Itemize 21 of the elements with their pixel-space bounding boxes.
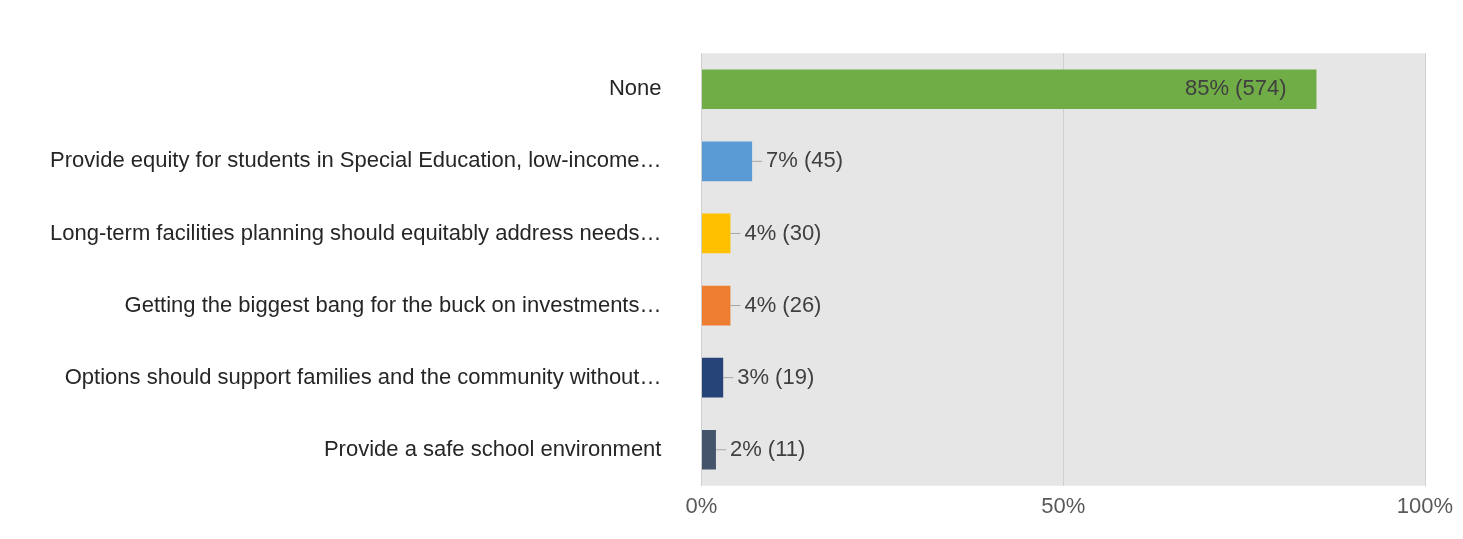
y-tick-label: Provide a safe school environment	[323, 435, 662, 461]
data-label: 3% (19)	[737, 363, 815, 389]
data-label: 85% (574)	[1184, 75, 1287, 101]
data-label: 4% (30)	[744, 219, 822, 245]
bar	[701, 285, 731, 326]
y-tick-label: Options should support families and the community without…	[64, 363, 662, 389]
bar	[701, 69, 1317, 110]
y-tick-label: Getting the biggest bang for the buck on investments…	[124, 291, 662, 317]
y-tick-label: Long-term facilities planning should equitably address needs…	[49, 219, 662, 245]
y-tick-label: Provide equity for students in Special Education, low-income…	[50, 147, 662, 173]
bar	[701, 141, 753, 182]
x-tick-label: 100%	[1396, 493, 1454, 519]
y-tick-label: None	[608, 75, 662, 101]
bar	[701, 213, 731, 254]
bar	[701, 357, 724, 398]
data-label: 2% (11)	[729, 435, 806, 461]
data-label: 4% (26)	[744, 291, 822, 317]
bar	[701, 429, 716, 470]
data-label: 7% (45)	[766, 147, 844, 173]
x-tick-label: 50%	[1041, 493, 1086, 519]
x-tick-label: 0%	[685, 493, 718, 519]
